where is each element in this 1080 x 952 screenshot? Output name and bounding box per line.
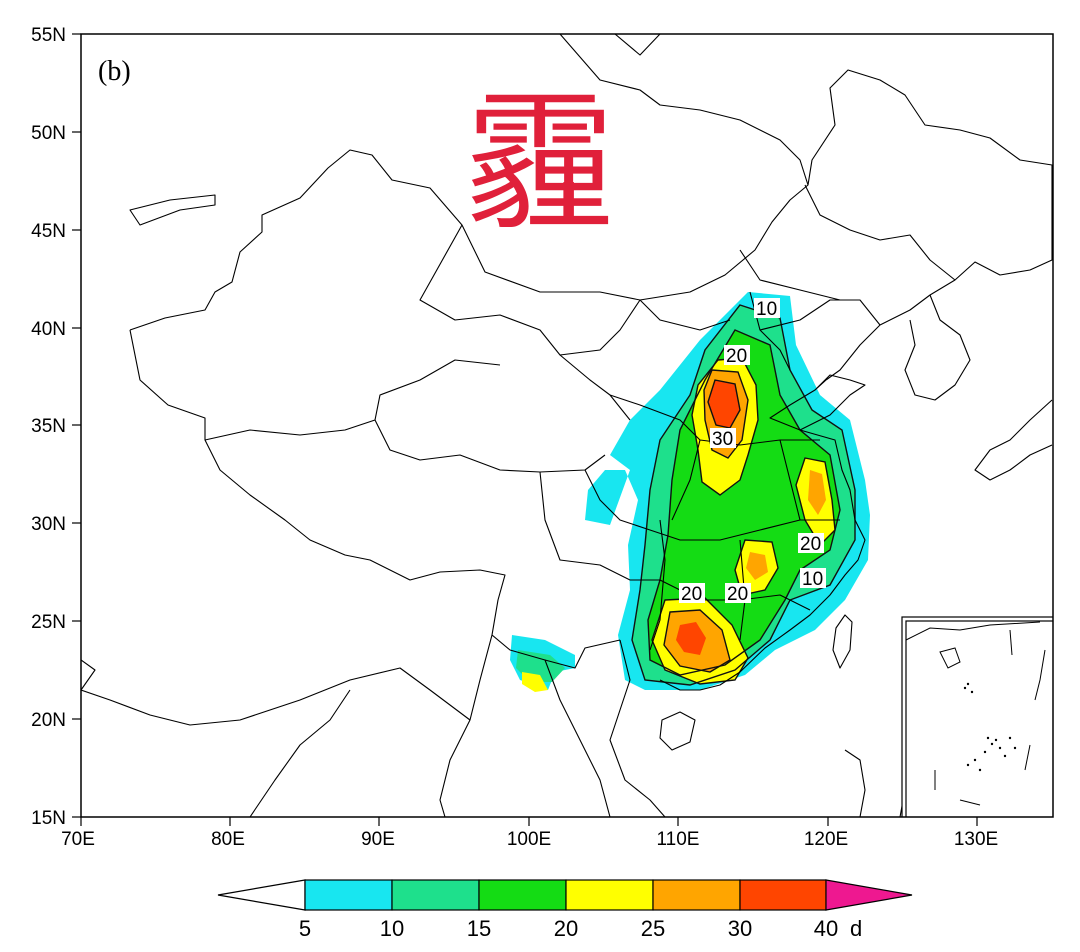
contour-label: 30 (712, 429, 733, 450)
contour-label: 20 (800, 534, 821, 555)
colorbar-bin (652, 879, 741, 911)
lon-labels: 70E 80E 90E 100E 110E 120E 130E (61, 829, 998, 850)
taiwan (832, 614, 853, 669)
haze-region-20-25-west (522, 672, 548, 692)
lon-tick-label: 110E (657, 829, 700, 850)
lat-tick-label: 15N (31, 808, 66, 829)
hainan (659, 711, 696, 751)
colorbar-unit: d (850, 916, 862, 941)
panel-label: (b) (98, 56, 131, 87)
colorbar-label: 10 (380, 916, 404, 941)
borders (81, 34, 1053, 817)
map-frame (81, 34, 1053, 817)
colorbar-bin (565, 879, 654, 911)
title-glyph: 霾 (465, 77, 615, 251)
south-china-sea-inset (901, 616, 1053, 817)
haze-region-25-30-east (808, 470, 826, 515)
colorbar: 5 10 15 20 25 30 40 d (217, 879, 913, 941)
colorbar-label: 25 (641, 916, 665, 941)
lat-tick-label: 30N (31, 514, 66, 535)
colorbar-low-triangle (217, 879, 306, 911)
lat-tick-label: 20N (31, 710, 66, 731)
contour-label: 20 (727, 584, 748, 605)
lat-tick-label: 40N (31, 319, 66, 340)
colorbar-label: 30 (728, 916, 752, 941)
colorbar-bin (304, 879, 393, 911)
colorbar-label: 40 (814, 916, 838, 941)
lat-tick-label: 25N (31, 612, 66, 633)
lat-tick-label: 45N (31, 221, 66, 242)
map-content: 10 20 30 20 20 20 10 (b) 霾 (81, 34, 1053, 817)
contour-lines (631, 304, 856, 686)
haze-region-30-40-south (676, 622, 706, 655)
contour-label: 10 (756, 299, 777, 320)
lat-tick-label: 55N (31, 25, 66, 46)
colorbar-high-triangle (825, 879, 913, 911)
colorbar-bin (739, 879, 827, 911)
haze-region-30-40-north (708, 380, 740, 428)
lon-tick-label: 70E (61, 829, 95, 850)
lat-tick-label: 35N (31, 416, 66, 437)
lon-axis (80, 817, 978, 826)
lon-tick-label: 80E (211, 829, 245, 850)
contour-label: 20 (681, 584, 702, 605)
lon-tick-label: 90E (361, 829, 395, 850)
lat-labels: 55N 50N 45N 40N 35N 30N 25N 20N 15N (31, 25, 66, 829)
contour-labels: 10 20 30 20 20 20 10 (679, 298, 826, 605)
china-boundary (129, 69, 1053, 381)
contour-label: 10 (802, 569, 823, 590)
lon-tick-label: 120E (804, 829, 848, 850)
colorbar-label: 15 (467, 916, 491, 941)
colorbar-label: 5 (299, 916, 311, 941)
colorbar-bin (478, 879, 567, 911)
haze-region-25-30-central (746, 552, 768, 580)
contour-label: 20 (726, 346, 747, 367)
china-coastline (659, 379, 866, 691)
lat-axis (72, 33, 81, 818)
lat-tick-label: 50N (31, 123, 66, 144)
colorbar-bin (391, 879, 480, 911)
colorbar-label: 20 (554, 916, 578, 941)
lon-tick-label: 130E (954, 829, 998, 850)
lon-tick-label: 100E (507, 829, 551, 850)
southwest-border (129, 329, 621, 669)
